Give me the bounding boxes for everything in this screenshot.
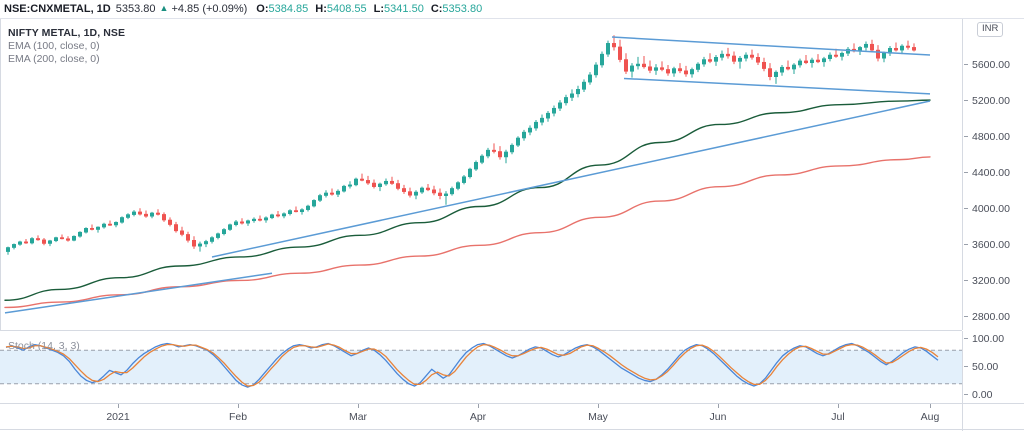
- tick-dash-icon: [964, 366, 968, 367]
- triangle-up-icon: ▲: [159, 3, 169, 13]
- tick-dash-icon: [964, 394, 968, 395]
- channel-upper-line: [611, 36, 931, 56]
- ohlc-open-label: O:: [256, 2, 269, 15]
- channel-lower-line: [623, 77, 931, 95]
- ohlc-low-label: L:: [373, 2, 385, 15]
- price-pane[interactable]: NIFTY METAL, 1D, NSE EMA (100, close, 0)…: [0, 19, 962, 330]
- price-tick-label: 4000.00: [972, 203, 1010, 215]
- quote-header-bar: NSE:CNXMETAL, 1D 5353.80 ▲ +4.85 (+0.09%…: [0, 0, 1024, 17]
- header-divider: [0, 18, 1024, 19]
- uptrend-support-line: [211, 100, 931, 258]
- tick-dash-icon: [358, 404, 359, 408]
- price-tick: 4800.00: [963, 131, 1024, 143]
- stochastic-plot: [0, 342, 962, 388]
- tick-dash-icon: [964, 136, 968, 137]
- tick-dash-icon: [718, 404, 719, 408]
- price-tick: 2800.00: [963, 311, 1024, 323]
- ohlc-low: L:5341.50: [374, 3, 424, 15]
- tick-dash-icon: [964, 338, 968, 339]
- ohlc-close-value: 5353.80: [442, 2, 483, 15]
- price-tick: 4000.00: [963, 203, 1024, 215]
- price-tick-label: 3200.00: [972, 275, 1010, 287]
- time-tick-label: Feb: [228, 411, 248, 423]
- price-tick-label: 2800.00: [972, 311, 1010, 323]
- time-tick-label: Jul: [831, 411, 845, 423]
- tick-dash-icon: [118, 404, 119, 408]
- time-axis-separator: [962, 404, 963, 431]
- stoch-tick: 0.00: [963, 389, 1024, 401]
- price-tick-label: 3600.00: [972, 239, 1010, 251]
- stoch-band-fill: [0, 350, 962, 384]
- tick-dash-icon: [964, 244, 968, 245]
- price-tick-label: 4400.00: [972, 167, 1010, 179]
- tick-dash-icon: [238, 404, 239, 408]
- time-tick-label: Jun: [709, 411, 727, 423]
- ohlc-open-value: 5384.85: [268, 2, 309, 15]
- price-tick-label: 5200.00: [972, 95, 1010, 107]
- symbol-label[interactable]: NSE:CNXMETAL, 1D: [4, 2, 111, 15]
- tick-dash-icon: [838, 404, 839, 408]
- ohlc-close-label: C:: [430, 2, 443, 15]
- stoch-tick-label: 100.00: [972, 333, 1005, 345]
- price-tick: 5200.00: [963, 95, 1024, 107]
- price-axis[interactable]: INR 5600.00 5200.00 4800.00 4400.00 4000.00 3…: [962, 19, 1024, 359]
- stoch-tick: 100.00: [963, 333, 1024, 345]
- time-tick-label: May: [588, 411, 608, 423]
- tick-dash-icon: [964, 280, 968, 281]
- pane-separator[interactable]: [0, 330, 962, 331]
- early-trend-line: [4, 272, 273, 314]
- stoch-tick-label: 50.00: [972, 361, 999, 373]
- tick-dash-icon: [964, 316, 968, 317]
- ohlc-close: C:5353.80: [431, 3, 482, 15]
- tick-dash-icon: [930, 404, 931, 408]
- candlestick-series: [6, 35, 916, 255]
- tick-dash-icon: [964, 172, 968, 173]
- stoch-line-k: [5, 342, 939, 388]
- tick-dash-icon: [478, 404, 479, 408]
- stoch-tick: 50.00: [963, 361, 1024, 373]
- tick-dash-icon: [598, 404, 599, 408]
- tick-dash-icon: [964, 208, 968, 209]
- ohlc-low-value: 5341.50: [384, 2, 424, 15]
- price-tick: 3200.00: [963, 275, 1024, 287]
- price-tick-label: 4800.00: [972, 131, 1010, 143]
- ema-line-1: [4, 99, 931, 301]
- stoch-tick-label: 0.00: [972, 389, 993, 401]
- last-price: 5353.80: [115, 2, 156, 15]
- currency-badge: INR: [977, 22, 1004, 37]
- stochastic-pane[interactable]: Stoch (14, 3, 3): [0, 331, 962, 403]
- price-tick: 5600.00: [963, 59, 1024, 71]
- price-tick: 4400.00: [963, 167, 1024, 179]
- time-axis[interactable]: 2021 Feb Mar Apr May Jun Jul Aug: [0, 403, 1024, 431]
- ohlc-high: H:5408.55: [315, 3, 366, 15]
- plot-left-border: [0, 19, 1, 403]
- time-tick-label: 2021: [106, 411, 130, 423]
- tick-dash-icon: [964, 64, 968, 65]
- ohlc-high-label: H:: [315, 2, 327, 15]
- ema-line-2: [4, 156, 931, 309]
- ohlc-high-value: 5408.55: [326, 2, 367, 15]
- time-tick-label: Aug: [920, 411, 940, 423]
- stochastic-axis[interactable]: 100.00 50.00 0.00: [962, 331, 1024, 403]
- ohlc-open: O:5384.85: [256, 3, 308, 15]
- price-plot: [4, 35, 931, 314]
- time-tick-label: Apr: [469, 411, 487, 423]
- price-tick-label: 5600.00: [972, 59, 1010, 71]
- stoch-line-d: [5, 343, 939, 387]
- price-tick: 3600.00: [963, 239, 1024, 251]
- price-change: +4.85 (+0.09%): [171, 2, 248, 15]
- tick-dash-icon: [964, 100, 968, 101]
- time-tick-label: Mar: [348, 411, 368, 423]
